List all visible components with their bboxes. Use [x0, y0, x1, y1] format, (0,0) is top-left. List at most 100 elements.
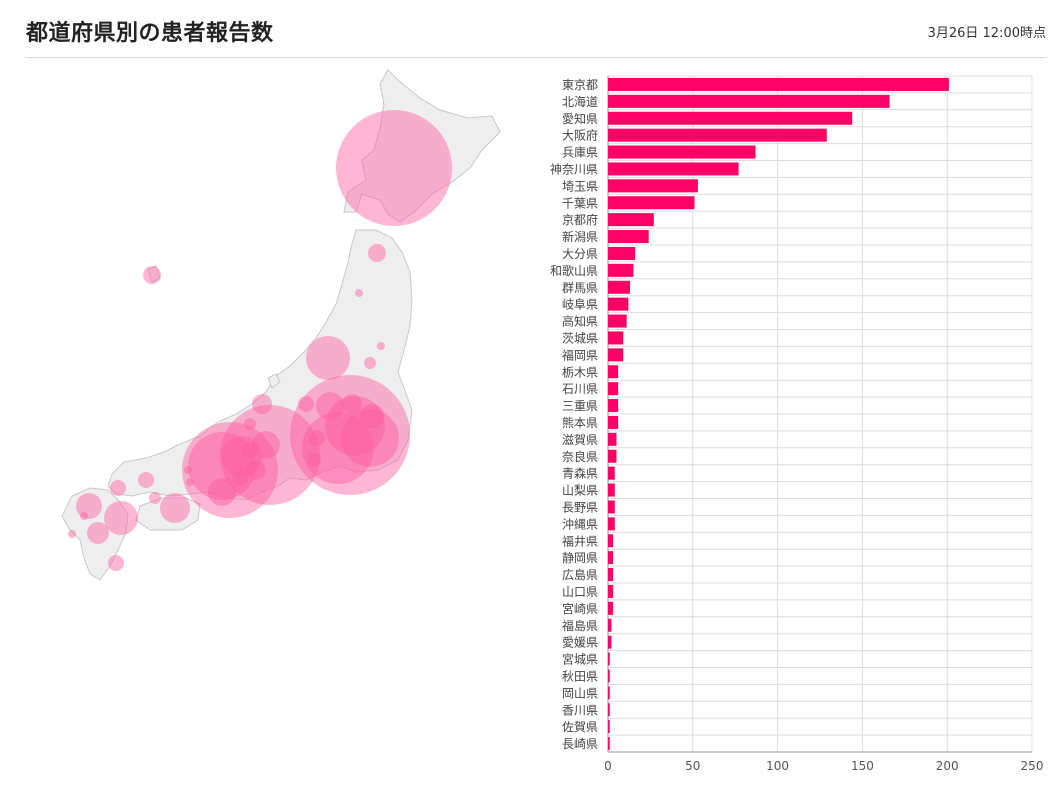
bubble-miyazaki: [108, 555, 124, 571]
bubble-kyoto: [222, 436, 262, 476]
bubble-yamaguchi: [110, 480, 126, 496]
bar: [608, 720, 610, 734]
bar: [608, 534, 614, 548]
bubble-fukui: [244, 418, 256, 430]
x-tick-label: 250: [1021, 759, 1044, 773]
bubble-fukuoka: [76, 493, 102, 519]
bar-chart: 東京都北海道愛知県大阪府兵庫県神奈川県埼玉県千葉県京都府新潟県大分県和歌山県群馬…: [550, 75, 1044, 773]
category-label: 広島県: [562, 567, 598, 582]
bubble-fukushima: [364, 357, 376, 369]
honshu-shape: [107, 229, 413, 501]
bars: [608, 77, 949, 751]
japan-landmass: [61, 69, 501, 581]
bar: [608, 314, 627, 328]
bubble-okinawa: [143, 266, 161, 284]
bubble-tochigi: [342, 394, 362, 414]
bubble-kanagawa: [302, 412, 374, 484]
category-label: 和歌山県: [550, 263, 598, 278]
category-label: 福岡県: [562, 347, 598, 362]
bar: [608, 263, 634, 277]
category-label: 熊本県: [562, 415, 598, 430]
category-label: 愛媛県: [562, 636, 598, 650]
category-label: 東京都: [562, 78, 598, 92]
kyushu-shape: [61, 487, 129, 581]
category-label: 三重県: [562, 399, 598, 413]
category-label: 奈良県: [562, 449, 598, 464]
bubble-saitama: [325, 396, 385, 456]
bar: [608, 230, 649, 244]
sado-shape: [267, 373, 281, 389]
x-tick-label: 150: [851, 759, 874, 773]
category-label: 長野県: [562, 500, 598, 514]
bubble-hyogo: [188, 432, 256, 500]
bubble-saga: [80, 512, 88, 520]
bubble-miyagi: [377, 342, 385, 350]
bubble-hiroshima: [138, 472, 154, 488]
category-label: 兵庫県: [562, 146, 598, 160]
bubble-kumamoto: [87, 522, 109, 544]
bubble-ibaraki: [360, 404, 384, 428]
category-label: 北海道: [562, 94, 598, 109]
bar: [608, 196, 695, 210]
bubble-wakayama: [208, 478, 236, 506]
bar: [608, 449, 617, 463]
category-label: 静岡県: [562, 551, 598, 565]
category-label: 青森県: [562, 466, 598, 481]
bubble-aichi: [220, 405, 320, 505]
bar: [608, 618, 612, 632]
category-label: 福島県: [562, 618, 598, 633]
bubble-tokyo: [290, 375, 410, 495]
category-label: 千葉県: [562, 196, 598, 210]
bubble-akita: [355, 289, 363, 297]
category-label: 群馬県: [562, 281, 598, 295]
shikoku-shape: [135, 497, 201, 531]
category-label: 岡山県: [562, 686, 598, 700]
bar: [608, 551, 614, 565]
bubble-aomori: [368, 244, 386, 262]
bar: [608, 179, 698, 193]
x-tick-label: 200: [936, 759, 959, 773]
category-label: 栃木県: [562, 365, 598, 379]
bubble-hokkaido: [336, 110, 452, 226]
bubble-chiba: [341, 409, 399, 467]
category-label: 長崎県: [562, 737, 598, 751]
japan-bubble-map: [61, 69, 501, 581]
bar: [608, 517, 615, 531]
bar: [608, 432, 617, 446]
bar: [608, 280, 631, 294]
category-label: 山梨県: [562, 484, 598, 498]
bar: [608, 399, 619, 413]
bubble-kagawa: [186, 478, 194, 486]
bubble-gunma: [316, 392, 344, 420]
bar: [608, 635, 612, 649]
bubble-niigata: [306, 336, 350, 380]
category-label: 滋賀県: [562, 433, 598, 447]
category-label: 沖縄県: [562, 516, 598, 531]
bubble-okayama: [184, 466, 192, 474]
grid-lines: [607, 75, 1033, 753]
bar: [608, 213, 654, 227]
bar: [608, 331, 624, 345]
bar: [608, 415, 619, 429]
bubble-yamanashi: [309, 430, 325, 446]
bubble-osaka: [182, 422, 278, 518]
bar: [608, 568, 614, 582]
category-label: 佐賀県: [562, 720, 598, 734]
bar: [608, 382, 619, 396]
bar: [608, 500, 615, 514]
bubble-mie: [246, 460, 266, 480]
category-label: 福井県: [562, 533, 598, 548]
bubble-nagasaki: [68, 530, 76, 538]
bar: [608, 686, 610, 700]
category-label: 新潟県: [562, 229, 598, 244]
bubble-gifu: [252, 431, 280, 459]
x-tick-label: 0: [604, 759, 612, 773]
bar: [608, 584, 614, 598]
bubble-ehime: [149, 492, 161, 504]
category-label: 愛知県: [562, 112, 598, 126]
category-label: 埼玉県: [562, 179, 598, 193]
category-label: 石川県: [562, 382, 598, 396]
bubble-oita: [104, 501, 138, 535]
bar: [608, 297, 629, 311]
case-bubbles: [68, 110, 452, 571]
